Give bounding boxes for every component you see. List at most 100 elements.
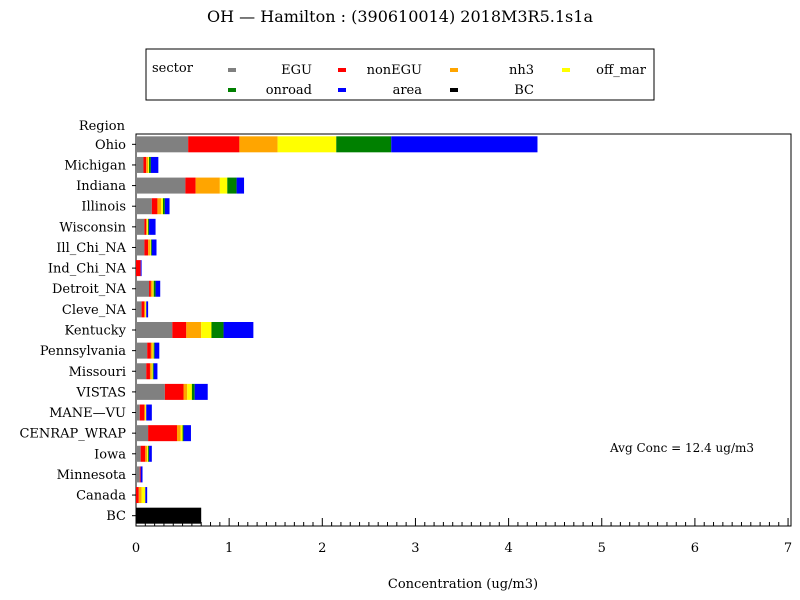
bar-segment-off_mar-15 — [147, 445, 149, 462]
x-axis: 0 1 2 3 4 5 6 7 — [132, 518, 792, 556]
legend-label-egu: EGU — [281, 63, 312, 78]
bar-segment-nonegu-15 — [140, 445, 146, 462]
y-axis-label: Region — [79, 119, 126, 134]
bar-segment-off_mar-14 — [180, 425, 183, 442]
bar-segment-onroad-15 — [148, 445, 150, 462]
bar-segment-nh3-7 — [150, 280, 153, 297]
bar-segment-area-14 — [183, 425, 191, 442]
bar-segment-off_mar-11 — [151, 363, 153, 380]
category-label: Missouri — [69, 365, 126, 380]
x-tick-label: 6 — [691, 541, 699, 556]
category-label: MANE—VU — [49, 406, 126, 421]
category-label: Indiana — [76, 179, 126, 194]
category-label: Ind_Chi_NA — [48, 262, 127, 277]
bar-segment-onroad-9 — [211, 322, 224, 338]
legend-swatch-egu — [228, 68, 236, 72]
bar-segment-area-16 — [140, 466, 143, 483]
bar-segment-area-3 — [164, 198, 170, 215]
bar-segment-area-6 — [140, 260, 142, 277]
bar-segment-nonegu-9 — [172, 322, 187, 338]
bar-segment-nh3-12 — [183, 383, 188, 400]
bar-segment-onroad-10 — [153, 342, 155, 359]
category-label: Minnesota — [57, 468, 127, 483]
bar-segment-off_mar-10 — [152, 342, 154, 359]
bar-segment-nh3-15 — [145, 445, 148, 462]
legend-swatch-onroad — [228, 88, 236, 92]
bar-segment-egu-3 — [136, 198, 152, 215]
category-label: Pennsylvania — [40, 344, 126, 359]
bar-segment-egu-9 — [136, 322, 173, 338]
bar-segment-nonegu-2 — [185, 177, 196, 194]
legend-label-nh3: nh3 — [509, 63, 534, 78]
bar-segment-off_mar-12 — [187, 383, 192, 400]
legend-swatch-bc — [450, 88, 458, 92]
category-label: VISTAS — [75, 385, 126, 400]
bar-segment-onroad-2 — [227, 177, 237, 194]
bar-segment-egu-2 — [136, 177, 186, 194]
bar-segment-area-11 — [153, 363, 158, 380]
bar-segment-nonegu-10 — [147, 342, 151, 359]
bar-segment-nh3-4 — [146, 218, 148, 235]
bar-segment-area-5 — [151, 239, 157, 256]
bar-segment-area-7 — [155, 280, 161, 297]
bar-segment-nh3-10 — [150, 342, 153, 359]
bar-segment-egu-0 — [136, 136, 189, 153]
legend-label-nonegu: nonEGU — [367, 63, 422, 78]
bar-segment-area-17 — [145, 487, 148, 504]
bar-segment-onroad-5 — [150, 239, 152, 256]
category-label: Michigan — [64, 158, 126, 173]
bar-segment-area-10 — [154, 342, 160, 359]
bar-segment-nonegu-5 — [144, 239, 149, 256]
x-tick-label: 7 — [784, 541, 792, 556]
bar-segment-egu-16 — [136, 466, 140, 483]
bar-segment-nh3-13 — [144, 404, 146, 421]
bar-segment-off_mar-13 — [145, 404, 147, 421]
legend-label-onroad: onroad — [266, 83, 312, 98]
bar-segment-onroad-7 — [153, 280, 156, 297]
legend-box — [145, 48, 655, 101]
bar-segment-onroad-4 — [148, 218, 150, 235]
bar-segment-off_mar-2 — [219, 177, 228, 194]
category-label: Detroit_NA — [52, 282, 127, 297]
bar-segment-nh3-1 — [146, 156, 149, 173]
bar-segment-egu-10 — [136, 342, 148, 359]
bar-segment-nonegu-14 — [148, 425, 177, 442]
bar-segment-nh3-9 — [186, 322, 202, 338]
bar-segment-egu-7 — [136, 280, 150, 297]
bar-segment-egu-8 — [136, 301, 142, 318]
bar-segment-nh3-0 — [239, 136, 278, 153]
bar-segment-off_mar-8 — [145, 301, 147, 318]
legend-label-bc: BC — [514, 83, 534, 98]
bar-segment-onroad-1 — [149, 156, 151, 173]
legend-swatch-area — [338, 88, 346, 92]
bar-segment-area-15 — [149, 445, 152, 462]
bar-segment-onroad-12 — [191, 383, 195, 400]
x-tick-label: 5 — [598, 541, 606, 556]
x-tick-label: 3 — [411, 541, 419, 556]
bar-segment-egu-5 — [136, 239, 145, 256]
bar-segment-onroad-0 — [336, 136, 392, 153]
category-label: Kentucky — [64, 324, 126, 339]
bar-segment-nonegu-0 — [188, 136, 240, 153]
bar-segment-nh3-2 — [195, 177, 220, 194]
category-label: BC — [106, 509, 126, 524]
bar-segment-area-13 — [146, 404, 152, 421]
bar-segment-area-0 — [391, 136, 538, 153]
bar-segment-area-4 — [149, 218, 156, 235]
bar-segment-egu-13 — [136, 404, 140, 421]
bar-segment-egu-12 — [136, 383, 165, 400]
category-label: Canada — [76, 489, 126, 504]
legend-title: sector — [152, 61, 194, 76]
bar-segment-off_mar-7 — [152, 280, 154, 297]
bar-segment-nonegu-6 — [136, 260, 141, 277]
bar-segment-nh3-3 — [157, 198, 162, 215]
category-labels: Ohio Michigan Indiana Illinois Wisconsin Ill_… — [19, 138, 126, 524]
x-tick-label: 4 — [504, 541, 512, 556]
bar-segment-nh3-14 — [176, 425, 181, 442]
bar-segment-egu-1 — [136, 156, 144, 173]
legend-label-off_mar: off_mar — [596, 63, 647, 78]
bar-segment-nonegu-7 — [149, 280, 151, 297]
category-label: Illinois — [81, 200, 126, 215]
